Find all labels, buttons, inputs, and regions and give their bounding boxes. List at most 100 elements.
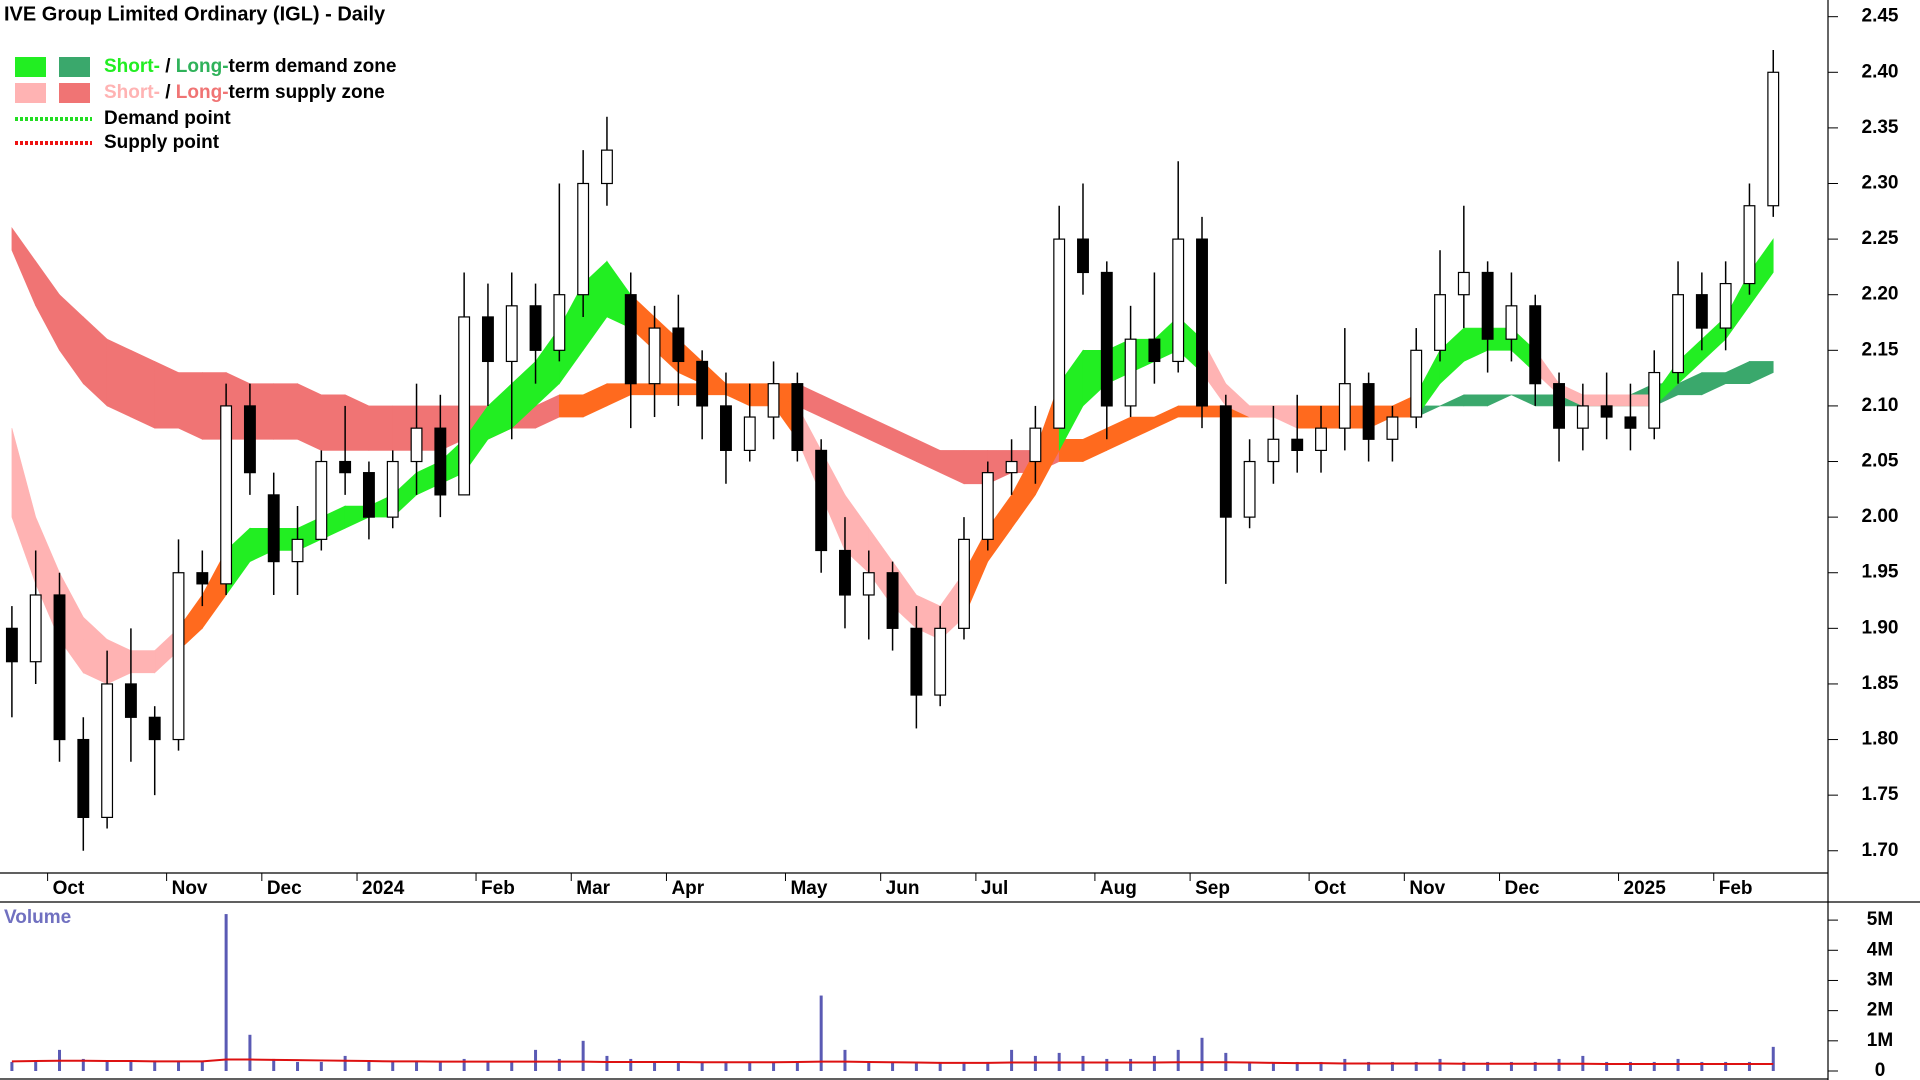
x-tick-label: Nov bbox=[1409, 878, 1445, 899]
volume-bar bbox=[867, 1061, 871, 1071]
volume-bar bbox=[843, 1049, 847, 1071]
y-tick-label: 1.75 bbox=[1862, 784, 1899, 805]
zone-segment bbox=[654, 383, 679, 396]
x-tick-label: 2025 bbox=[1624, 878, 1667, 899]
y-tick-label: 2.00 bbox=[1862, 506, 1899, 527]
candle-body bbox=[101, 683, 114, 818]
candle-body bbox=[1410, 349, 1423, 418]
candle-body bbox=[1124, 338, 1137, 407]
x-tick-label: Mar bbox=[576, 878, 610, 899]
candle-body bbox=[1648, 371, 1661, 429]
legend-swatch bbox=[15, 57, 46, 77]
volume-bar bbox=[795, 1061, 799, 1071]
volume-bar bbox=[938, 1061, 942, 1071]
y-tick-label: 2.40 bbox=[1862, 61, 1899, 82]
labels: 1.70 1.75 1.80 1.85 1.90 1.95 2.00 2.05 2.10 2.15… bbox=[47, 6, 1899, 1080]
zone-segment bbox=[1582, 394, 1607, 407]
volume-bar bbox=[605, 1055, 609, 1071]
candle-body bbox=[1719, 282, 1732, 329]
volume-bar bbox=[129, 1061, 133, 1071]
zone-segment bbox=[368, 405, 394, 451]
candle-body bbox=[934, 627, 947, 696]
candle-body bbox=[958, 538, 970, 629]
legend-text: / bbox=[160, 82, 176, 103]
candle-body bbox=[196, 572, 209, 585]
x-tick-label: Dec bbox=[267, 878, 302, 899]
x-tick-label: Feb bbox=[1719, 878, 1753, 899]
zone-segment bbox=[178, 372, 203, 440]
volume-bar bbox=[34, 1060, 38, 1071]
volume-bar bbox=[319, 1061, 323, 1071]
legend-label: Demand point bbox=[104, 108, 231, 129]
candle-body bbox=[434, 427, 447, 496]
volume-bar bbox=[272, 1058, 276, 1071]
candle-body bbox=[267, 494, 280, 563]
volume-bar bbox=[1295, 1061, 1299, 1071]
candle-body bbox=[1362, 383, 1375, 440]
volume-bar bbox=[296, 1061, 300, 1071]
volume-bar bbox=[1724, 1061, 1728, 1071]
x-tick-label: May bbox=[790, 878, 827, 899]
volume-bar bbox=[700, 1061, 704, 1071]
volume-bar bbox=[153, 1060, 157, 1071]
candle-body bbox=[743, 416, 756, 452]
candle-body bbox=[1219, 405, 1232, 518]
y-tick-label: 2.35 bbox=[1862, 117, 1899, 138]
candle-body bbox=[624, 294, 637, 385]
candle-body bbox=[577, 182, 590, 296]
candle-body bbox=[1196, 238, 1208, 407]
candle-body bbox=[886, 572, 899, 629]
candle-body bbox=[481, 316, 494, 363]
volume-bar bbox=[748, 1061, 752, 1071]
volume-bar bbox=[914, 1061, 918, 1071]
candle-body bbox=[648, 327, 661, 385]
candle-body bbox=[815, 449, 828, 552]
volume-bar bbox=[724, 1061, 728, 1071]
candle-body bbox=[291, 538, 304, 563]
volume-bar bbox=[1533, 1061, 1537, 1071]
y-tick-label: 2.45 bbox=[1862, 6, 1899, 27]
candle-body bbox=[1434, 294, 1446, 351]
x-tick-label: Jul bbox=[981, 878, 1008, 899]
x-tick-label: Oct bbox=[53, 878, 85, 899]
volume-bar bbox=[1390, 1061, 1394, 1071]
volume-bar bbox=[629, 1058, 633, 1071]
volume-bar bbox=[1319, 1061, 1323, 1071]
candle-body bbox=[1315, 427, 1327, 452]
volume-bar bbox=[1509, 1061, 1513, 1071]
zone-segment bbox=[559, 394, 584, 418]
legend-text: Short- bbox=[104, 82, 160, 103]
volume-label: Volume bbox=[4, 907, 71, 928]
candle-body bbox=[1576, 405, 1589, 429]
volume-bar bbox=[1771, 1046, 1775, 1071]
legend-text: Supply point bbox=[104, 132, 220, 153]
volume-bar bbox=[1652, 1061, 1656, 1071]
candle-body bbox=[1553, 383, 1565, 429]
y-tick-label: 1.80 bbox=[1862, 729, 1899, 750]
candle-body bbox=[5, 627, 18, 663]
x-tick-label: Nov bbox=[172, 878, 208, 899]
volume-bar bbox=[462, 1058, 466, 1071]
volume-bar bbox=[1343, 1058, 1347, 1071]
candle-body bbox=[1481, 271, 1494, 340]
candle-body bbox=[410, 427, 423, 463]
y-tick-label: 2.15 bbox=[1862, 339, 1899, 360]
candle-body bbox=[720, 405, 732, 452]
legend-text: Long- bbox=[176, 82, 229, 103]
legend: Short- / Long-term demand zone Short- / L… bbox=[15, 56, 396, 153]
legend-label: Short- / Long-term demand zone bbox=[104, 56, 396, 77]
y-tick-label: 2.25 bbox=[1862, 228, 1899, 249]
volume-bar bbox=[986, 1061, 990, 1071]
volume-tick-label: 1M bbox=[1867, 1030, 1893, 1051]
candle-body bbox=[696, 360, 709, 407]
volume-bar bbox=[486, 1061, 490, 1071]
y-tick-label: 2.05 bbox=[1862, 451, 1899, 472]
volume-bar bbox=[415, 1061, 419, 1071]
volume-bar bbox=[581, 1040, 585, 1071]
legend-label: Short- / Long-term supply zone bbox=[104, 82, 385, 103]
candle-body bbox=[1077, 238, 1089, 274]
volume-ma bbox=[11, 1058, 1774, 1066]
candle-body bbox=[148, 716, 161, 741]
